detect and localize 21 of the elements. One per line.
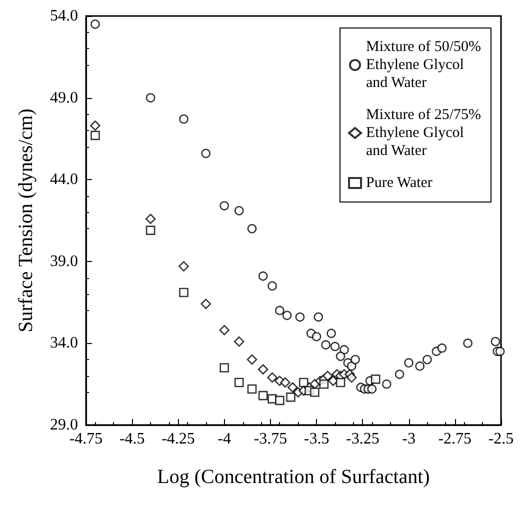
x-tick-label: -4.5 — [119, 430, 145, 448]
legend-label: Mixture of 50/50% Ethylene Glycol and Water — [366, 39, 481, 91]
y-tick-label: 39.0 — [50, 252, 78, 270]
legend-label: Pure Water — [366, 175, 432, 191]
y-tick-label: 44.0 — [50, 171, 78, 188]
y-tick-label: 29.0 — [50, 416, 78, 434]
x-tick-label: -3 — [402, 430, 416, 448]
y-tick-label: 49.0 — [50, 89, 78, 106]
x-tick-label: -3.5 — [304, 430, 330, 448]
x-axis-title: Log (Concentration of Surfactant) — [157, 466, 430, 488]
x-tick-label: -4.75 — [69, 430, 103, 448]
legend-label: Mixture of 25/75% Ethylene Glycol and Water — [366, 107, 481, 159]
y-tick-label: 34.0 — [50, 334, 78, 352]
y-tick-label: 54.0 — [50, 8, 78, 24]
x-tick-label: -2.5 — [488, 430, 514, 448]
y-axis-title: Surface Tension (dynes/cm) — [15, 108, 37, 332]
x-tick-label: -3.25 — [346, 430, 380, 448]
x-tick-label: -3.75 — [254, 430, 288, 448]
x-tick-label: -2.75 — [438, 430, 472, 448]
x-tick-label: -4 — [218, 430, 231, 448]
x-tick-label: -4.25 — [162, 430, 195, 448]
